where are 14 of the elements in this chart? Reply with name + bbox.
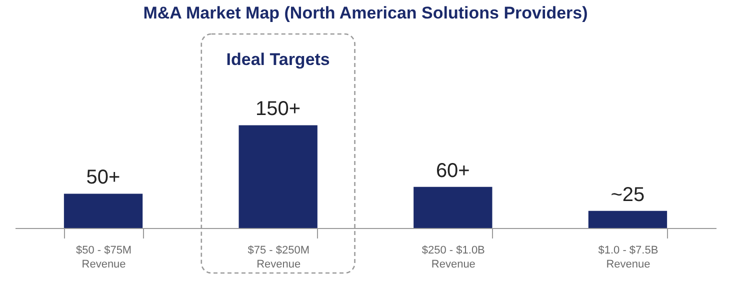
data-label: 50+ (86, 166, 120, 189)
data-label: 60+ (436, 160, 470, 182)
x-tick-label: $75 - $250M Revenue (248, 244, 310, 270)
bar (588, 210, 668, 228)
bar (414, 186, 492, 228)
data-label: ~25 (610, 184, 645, 206)
x-tick-label: $1.0 - $7.5B Revenue (598, 244, 658, 270)
bar (238, 125, 318, 228)
data-label: 150+ (256, 98, 301, 120)
x-tick-label: $250 - $1.0B Revenue (422, 244, 485, 270)
chart-title: M&A Market Map (North American Solutions Providers) (143, 3, 588, 22)
bar (64, 194, 143, 228)
x-tick-label: $50 - $75M Revenue (76, 244, 132, 270)
text: Ideal Targets (226, 50, 330, 69)
